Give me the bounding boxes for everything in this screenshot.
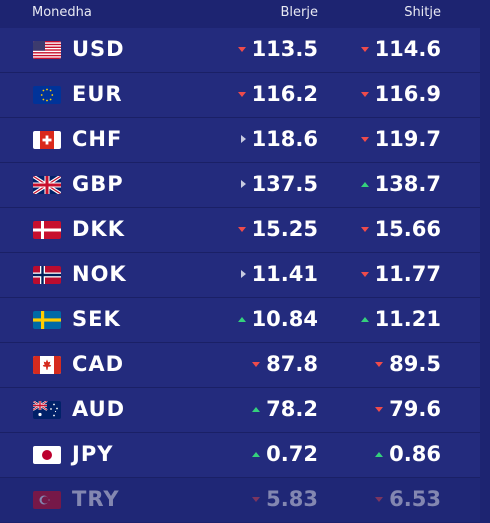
- table-header: Monedha Blerje Shitje: [0, 0, 490, 28]
- trend-down-icon: [360, 226, 369, 232]
- se-flag-icon: [33, 311, 61, 329]
- buy-rate: 118.6: [218, 127, 318, 151]
- table-row: JPY 0.72 0.86: [0, 433, 480, 478]
- currency-code: DKK: [72, 217, 125, 241]
- trend-down-icon: [237, 46, 246, 52]
- currency-code: CAD: [72, 352, 125, 376]
- trend-neutral-icon: [240, 180, 246, 188]
- sell-rate: 15.66: [341, 217, 441, 241]
- sell-rate: 89.5: [341, 352, 441, 376]
- currency-code: AUD: [72, 397, 126, 421]
- sell-rate: 116.9: [341, 82, 441, 106]
- table-row: CAD 87.8 89.5: [0, 343, 480, 388]
- buy-rate: 116.2: [218, 82, 318, 106]
- trend-down-icon: [360, 136, 369, 142]
- currency-code: SEK: [72, 307, 121, 331]
- sell-rate: 0.86: [341, 442, 441, 466]
- table-row: EUR 116.2 116.9: [0, 73, 480, 118]
- currency-column-header: Monedha: [32, 5, 92, 20]
- trend-neutral-icon: [240, 135, 246, 143]
- trend-up-icon: [360, 316, 369, 322]
- currency-code: CHF: [72, 127, 123, 151]
- currency-code: USD: [72, 37, 125, 61]
- trend-neutral-icon: [240, 270, 246, 278]
- sell-rate: 138.7: [341, 172, 441, 196]
- trend-up-icon: [360, 181, 369, 187]
- sell-rate: 119.7: [341, 127, 441, 151]
- currency-code: JPY: [72, 442, 114, 466]
- ca-flag-icon: [33, 356, 61, 374]
- us-flag-icon: [33, 41, 61, 59]
- buy-rate: 15.25: [218, 217, 318, 241]
- currency-code: TRY: [72, 487, 120, 511]
- table-row: DKK 15.25 15.66: [0, 208, 480, 253]
- currency-code: EUR: [72, 82, 123, 106]
- buy-rate: 113.5: [218, 37, 318, 61]
- sell-rate: 11.77: [341, 262, 441, 286]
- dk-flag-icon: [33, 221, 61, 239]
- exchange-rate-list: USD 113.5 114.6 EUR 116.2 116.9: [0, 28, 480, 523]
- trend-up-icon: [252, 451, 261, 457]
- trend-down-icon: [360, 46, 369, 52]
- currency-code: GBP: [72, 172, 124, 196]
- table-row: SEK 10.84 11.21: [0, 298, 480, 343]
- au-flag-icon: [33, 401, 61, 419]
- eu-flag-icon: [33, 86, 61, 104]
- buy-rate: 10.84: [218, 307, 318, 331]
- sell-rate: 79.6: [341, 397, 441, 421]
- buy-rate: 11.41: [218, 262, 318, 286]
- sell-rate: 6.53: [341, 487, 441, 511]
- table-row: GBP 137.5 138.7: [0, 163, 480, 208]
- trend-up-icon: [375, 451, 384, 457]
- jp-flag-icon: [33, 446, 61, 464]
- trend-up-icon: [237, 316, 246, 322]
- buy-rate: 78.2: [218, 397, 318, 421]
- trend-down-icon: [360, 91, 369, 97]
- buy-column-header: Blerje: [280, 5, 318, 20]
- buy-rate: 5.83: [218, 487, 318, 511]
- sell-rate: 11.21: [341, 307, 441, 331]
- table-row: TRY 5.83 6.53: [0, 478, 480, 523]
- no-flag-icon: [33, 266, 61, 284]
- trend-down-icon: [375, 361, 384, 367]
- trend-down-icon: [252, 361, 261, 367]
- gb-flag-icon: [33, 176, 61, 194]
- trend-down-icon: [237, 91, 246, 97]
- sell-rate: 114.6: [341, 37, 441, 61]
- ch-flag-icon: [33, 131, 61, 149]
- tr-flag-icon: [33, 491, 61, 509]
- table-row: USD 113.5 114.6: [0, 28, 480, 73]
- buy-rate: 0.72: [218, 442, 318, 466]
- sell-column-header: Shitje: [404, 5, 441, 20]
- trend-down-icon: [375, 406, 384, 412]
- table-row: CHF 118.6 119.7: [0, 118, 480, 163]
- table-row: NOK 11.41 11.77: [0, 253, 480, 298]
- trend-down-icon: [237, 226, 246, 232]
- trend-down-icon: [360, 271, 369, 277]
- trend-down-icon: [375, 496, 384, 502]
- trend-up-icon: [252, 406, 261, 412]
- currency-code: NOK: [72, 262, 127, 286]
- buy-rate: 137.5: [218, 172, 318, 196]
- buy-rate: 87.8: [218, 352, 318, 376]
- trend-down-icon: [252, 496, 261, 502]
- table-row: AUD 78.2 79.6: [0, 388, 480, 433]
